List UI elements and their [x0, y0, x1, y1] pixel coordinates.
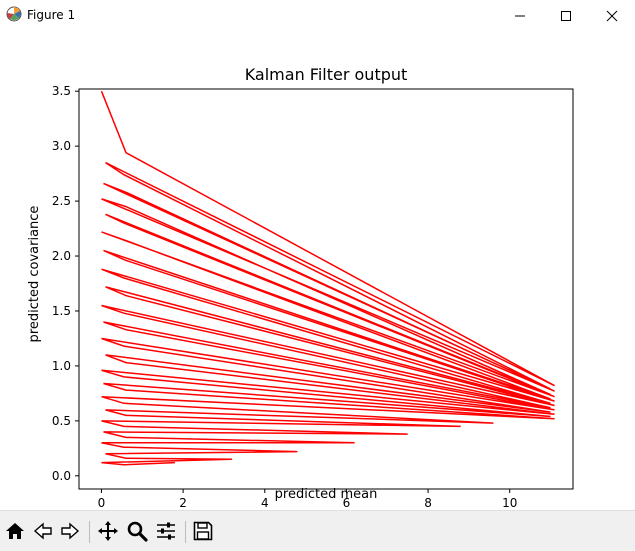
y-tick-label: 2.5 [52, 194, 71, 208]
x-tick-label: 4 [261, 496, 269, 510]
minimize-button[interactable] [497, 0, 543, 31]
zoom-icon [127, 521, 148, 542]
save-button[interactable] [191, 519, 215, 543]
matplotlib-icon [6, 6, 22, 22]
title-bar: Figure 1 [0, 0, 635, 32]
x-axis: 0 2 4 6 8 10 [98, 489, 517, 510]
move-icon [98, 521, 118, 541]
chart-title: Kalman Filter output [245, 65, 408, 84]
series-line-prediction [100, 90, 555, 466]
close-button[interactable] [589, 0, 635, 31]
y-tick-label: 0.0 [52, 469, 71, 483]
y-axis-label: predicted covariance [27, 206, 42, 343]
save-icon [193, 521, 213, 541]
x-tick-label: 0 [98, 496, 106, 510]
back-arrow-icon [33, 522, 52, 540]
maximize-button[interactable] [543, 0, 589, 31]
zoom-button[interactable] [125, 519, 149, 543]
home-button[interactable] [3, 519, 27, 543]
minimize-icon [515, 15, 525, 16]
x-axis-label: predicted mean [275, 487, 378, 502]
toolbar-separator [185, 521, 186, 543]
y-tick-label: 2.0 [52, 249, 71, 263]
y-tick-label: 1.0 [52, 359, 71, 373]
navigation-toolbar [0, 510, 635, 551]
y-tick-label: 3.5 [52, 84, 71, 98]
maximize-icon [561, 10, 571, 21]
forward-arrow-icon [61, 522, 80, 540]
y-tick-label: 3.0 [52, 139, 71, 153]
home-icon [6, 523, 24, 539]
x-tick-label: 8 [424, 496, 432, 510]
y-tick-label: 1.5 [52, 304, 71, 318]
figure-canvas[interactable]: Kalman Filter output 0 2 4 6 8 10 0.0 0.5 1.0 1.… [0, 31, 635, 510]
plot-frame [78, 88, 574, 490]
forward-button[interactable] [58, 519, 82, 543]
x-tick-label: 2 [179, 496, 187, 510]
close-icon [606, 10, 618, 21]
x-tick-label: 6 [343, 496, 351, 510]
x-tick-label: 10 [502, 496, 517, 510]
window-title: Figure 1 [27, 8, 76, 22]
back-button[interactable] [31, 519, 55, 543]
pan-button[interactable] [96, 519, 120, 543]
chart: Kalman Filter output 0 2 4 6 8 10 0.0 0.5 1.0 1.… [27, 65, 574, 510]
y-axis: 0.0 0.5 1.0 1.5 2.0 2.5 3.0 3.5 [52, 84, 79, 483]
data-lines [100, 90, 555, 466]
configure-subplots-button[interactable] [154, 519, 178, 543]
y-tick-label: 0.5 [52, 414, 71, 428]
toolbar-separator [89, 521, 90, 543]
sliders-icon [157, 522, 175, 540]
